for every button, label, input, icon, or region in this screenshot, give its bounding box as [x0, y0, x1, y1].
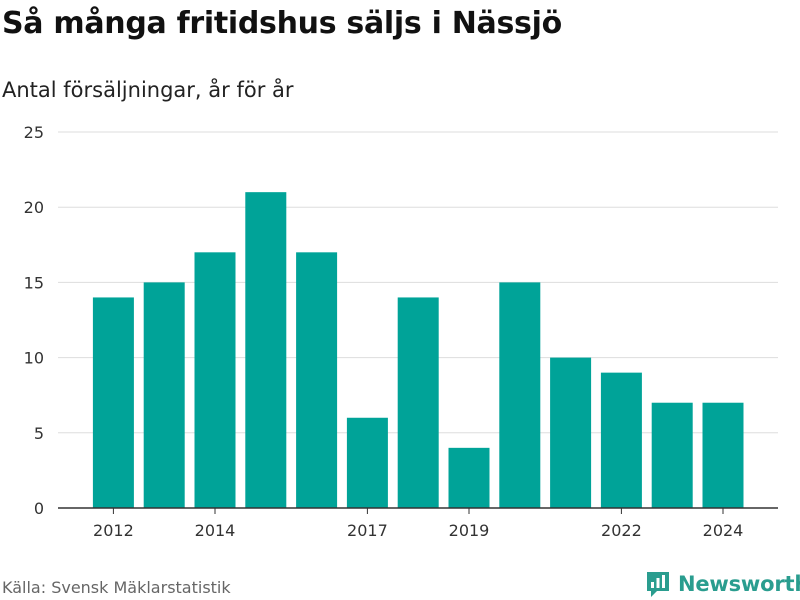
- y-axis-ticks: 0 5 10 15 20 25: [24, 123, 44, 518]
- y-tick-label: 0: [34, 499, 44, 518]
- y-tick-label: 20: [24, 198, 44, 217]
- bar-2020: [499, 282, 541, 508]
- y-tick-label: 5: [34, 424, 44, 443]
- chart-subtitle: Antal försäljningar, år för år: [2, 78, 294, 102]
- bar-chart: 0 5 10 15 20 25 2012 2014 2017 2019 2022 2024: [24, 123, 778, 540]
- bar-2022: [600, 372, 642, 508]
- newsworthy-logo-icon: [647, 572, 669, 597]
- bar-2018: [397, 297, 439, 508]
- bars: [92, 192, 744, 508]
- source-note: Källa: Svensk Mäklarstatistik: [2, 578, 231, 597]
- bar-2012: [92, 297, 134, 508]
- bar-2017: [346, 417, 388, 508]
- bar-2021: [550, 357, 592, 508]
- bar-2019: [448, 447, 490, 508]
- bar-2016: [296, 252, 338, 508]
- x-tick-label: 2017: [347, 521, 388, 540]
- x-axis-ticks: 2012 2014 2017 2019 2022 2024: [93, 508, 743, 540]
- bar-2023: [651, 402, 693, 508]
- y-tick-label: 15: [24, 273, 44, 292]
- x-tick-label: 2012: [93, 521, 134, 540]
- x-tick-label: 2022: [601, 521, 642, 540]
- bar-2015: [245, 192, 287, 508]
- bar-2014: [194, 252, 236, 508]
- y-tick-label: 25: [24, 123, 44, 142]
- chart-title: Så många fritidshus säljs i Nässjö: [2, 6, 562, 41]
- x-tick-label: 2019: [449, 521, 490, 540]
- x-tick-label: 2014: [195, 521, 236, 540]
- brand-logo: Newsworthy: [645, 569, 800, 599]
- brand-name: Newsworthy: [678, 572, 800, 596]
- bar-2013: [143, 282, 185, 508]
- bar-2024: [702, 402, 744, 508]
- x-tick-label: 2024: [703, 521, 744, 540]
- y-tick-label: 10: [24, 349, 44, 368]
